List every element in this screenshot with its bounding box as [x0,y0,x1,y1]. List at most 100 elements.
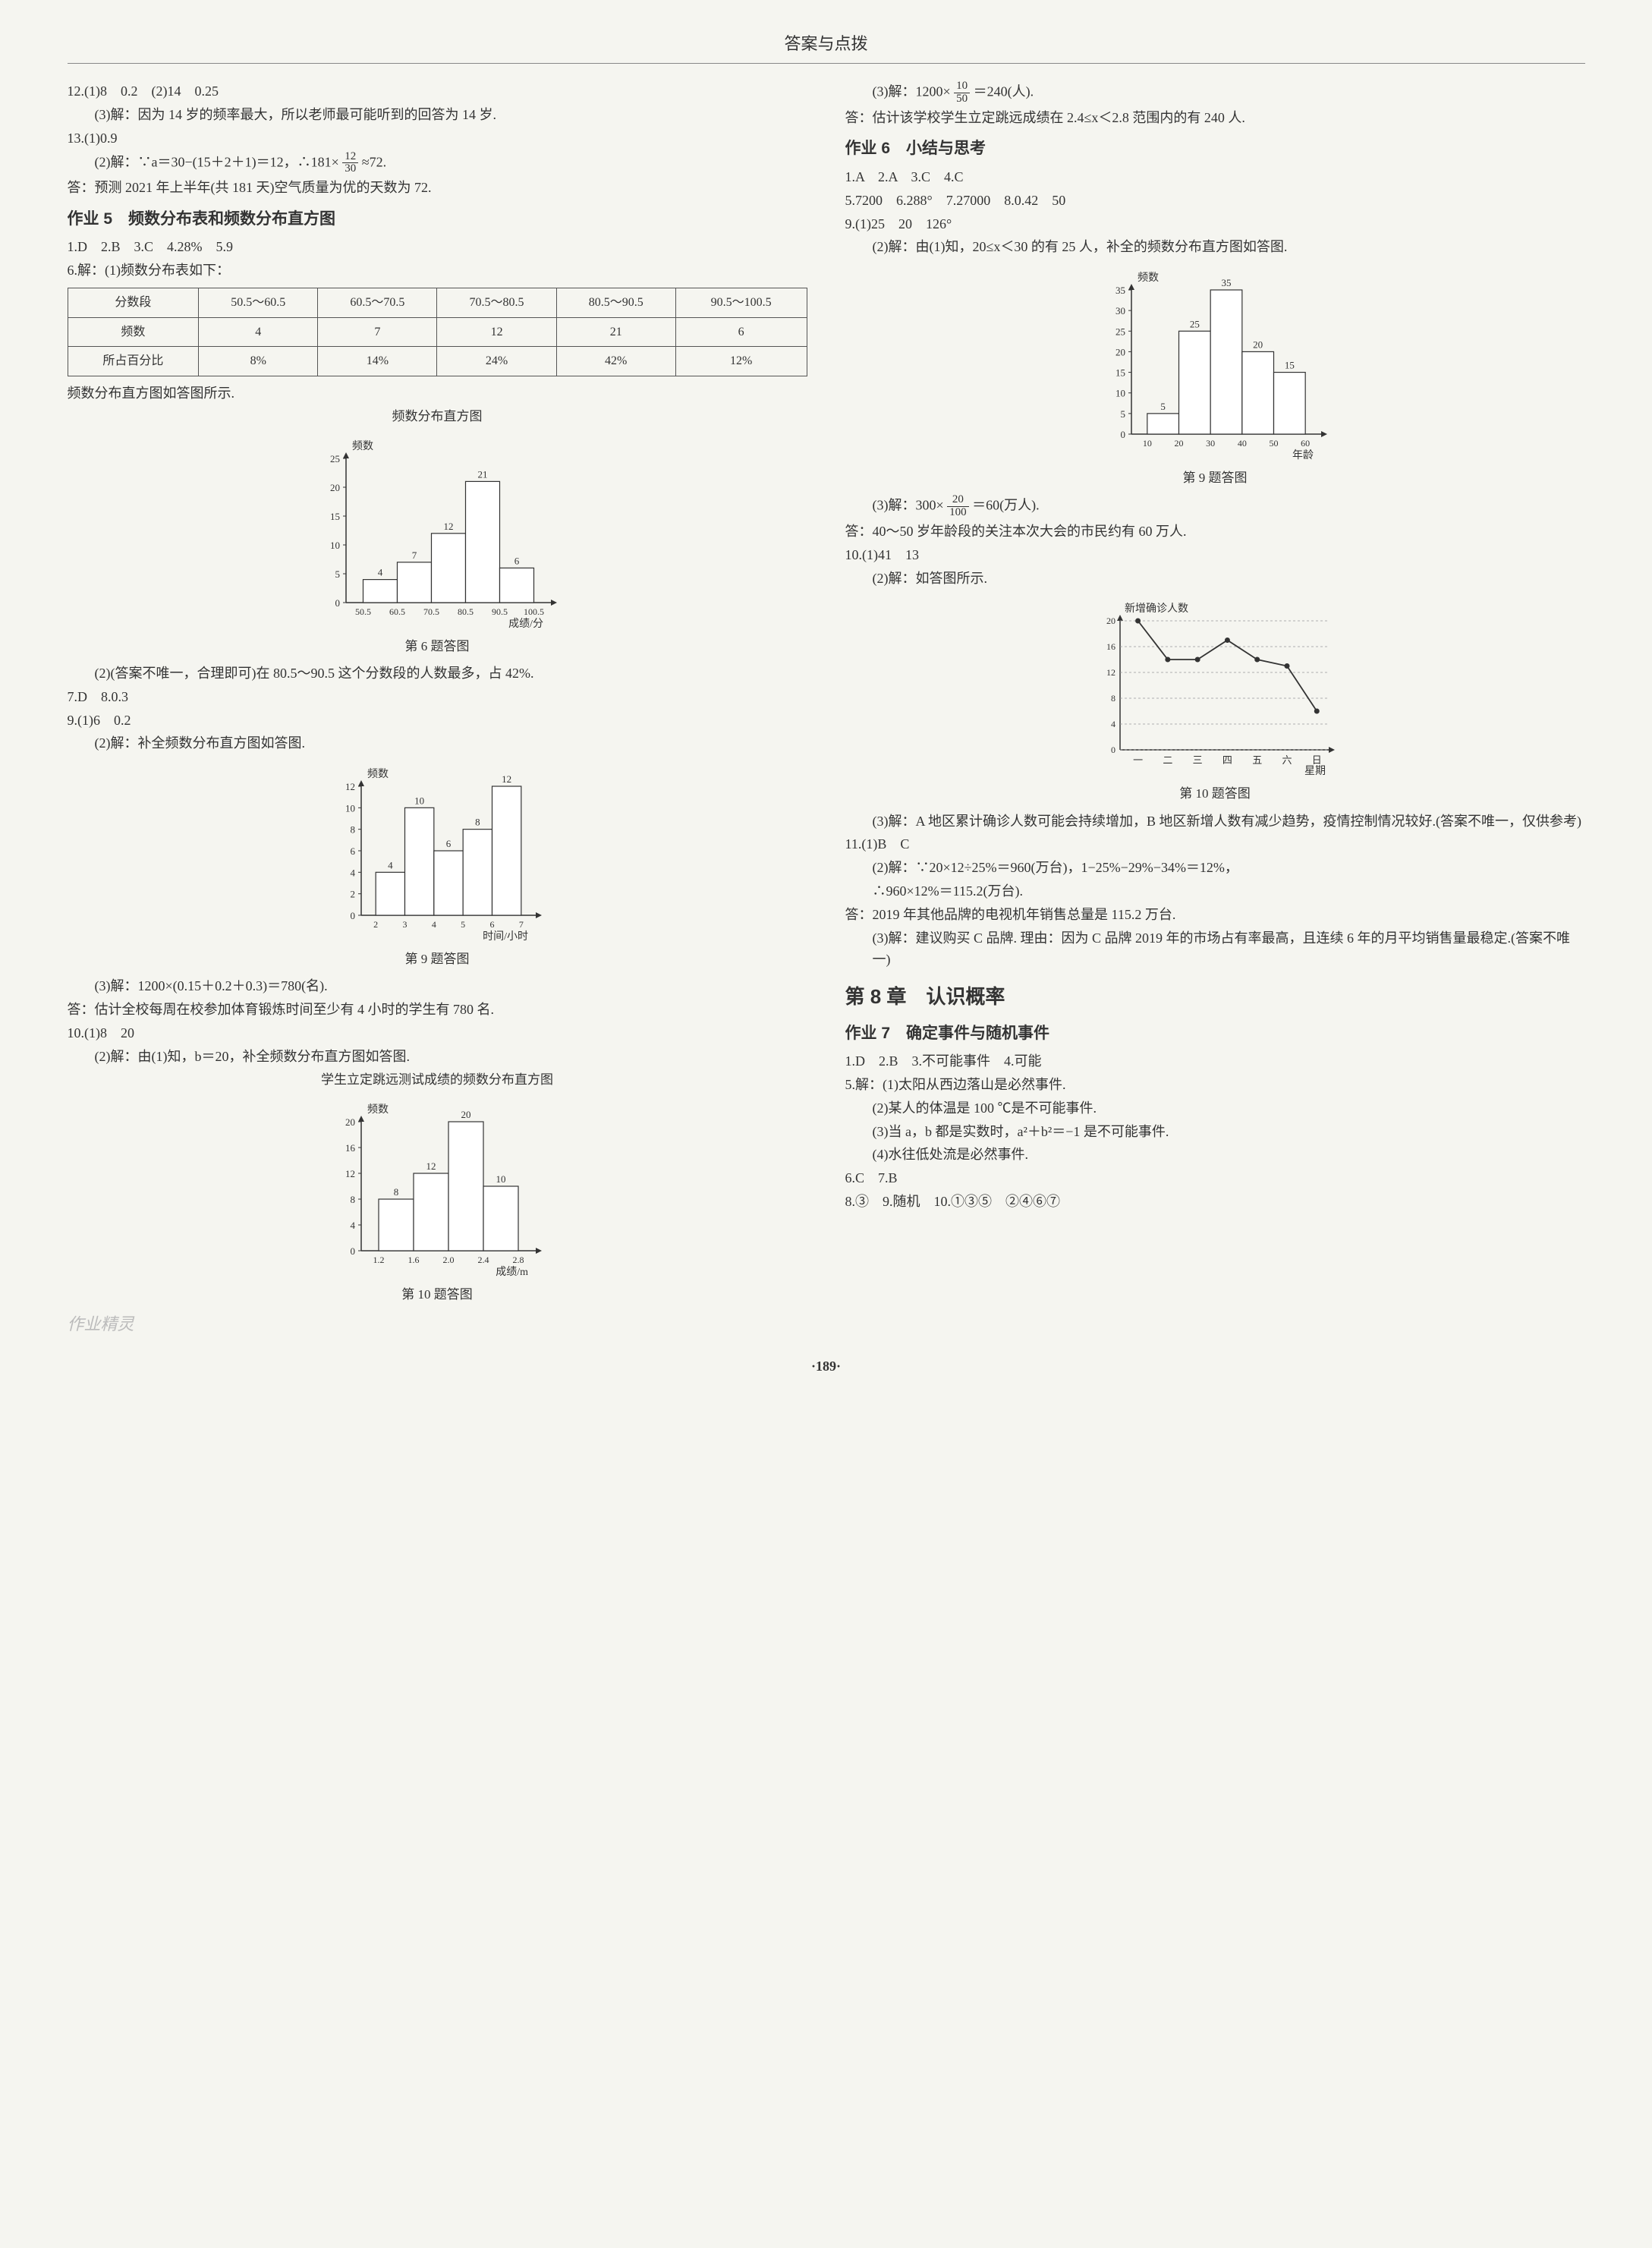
svg-text:60.5: 60.5 [389,606,405,617]
svg-text:35: 35 [1222,277,1232,288]
svg-text:2.0: 2.0 [443,1255,455,1265]
svg-text:25: 25 [1115,326,1125,338]
svg-text:二: 二 [1163,754,1172,766]
th-c4: 80.5～90.5 [556,288,675,318]
svg-text:15: 15 [1115,367,1125,379]
svg-text:4: 4 [432,919,436,930]
chart6-caption: 第 6 题答图 [68,636,807,656]
svg-text:8: 8 [351,1194,356,1205]
svg-text:5: 5 [1160,401,1166,412]
svg-text:20: 20 [345,1116,355,1128]
hw5-q9-a: 9.(1)6 0.2 [68,710,807,732]
svg-text:8: 8 [394,1186,399,1198]
r-q3-b: ＝240(人). [974,84,1034,99]
svg-text:8: 8 [351,824,356,836]
rh-pct: 所占百分比 [68,347,199,376]
chart10-svg: 048121620频数成绩/m81220101.21.62.02.42.8 [323,1099,551,1281]
chart9r-svg: 05101520253035频数年龄525352015102030405060 [1093,267,1336,464]
chart9-svg: 024681012频数时间/小时4106812234567 [323,764,551,946]
svg-text:星期: 星期 [1304,765,1326,777]
svg-text:4: 4 [378,566,383,578]
frequency-table: 分数段 50.5～60.5 60.5～70.5 70.5～80.5 80.5～9… [68,288,807,376]
chapter8-title: 第 8 章 认识概率 [845,981,1585,1013]
svg-text:成绩/分: 成绩/分 [508,618,543,630]
svg-text:4: 4 [351,1220,356,1231]
q13-2: (2)解：∵a＝30−(15＋2＋1)＝12，∴181× 1230 ≈72. [95,151,807,176]
hw5-q9-b: (2)解：补全频数分布直方图如答图. [95,732,807,754]
svg-text:五: 五 [1252,754,1262,766]
hw7-8-10: 8.③ 9.随机 10.①③⑤ ②④⑥⑦ [845,1191,1585,1213]
svg-text:频数: 频数 [1138,272,1159,284]
chart9-caption: 第 9 题答图 [68,949,807,969]
svg-text:2.8: 2.8 [513,1255,524,1265]
svg-text:1.2: 1.2 [373,1255,385,1265]
hw6-9c: (3)解：300× 20100 ＝60(万人). [873,494,1585,519]
hw6-10c: (3)解：A 地区累计确诊人数可能会持续增加，B 地区新增人数有减少趋势，疫情控… [873,811,1585,833]
svg-text:70.5: 70.5 [423,606,439,617]
cell: 12 [437,317,556,347]
svg-text:0: 0 [351,1245,356,1257]
svg-text:10: 10 [345,803,355,814]
svg-text:8: 8 [1111,693,1115,704]
svg-text:一: 一 [1133,754,1143,766]
svg-text:15: 15 [330,511,340,522]
svg-text:0: 0 [1121,429,1126,440]
two-column-layout: 12.(1)8 0.2 (2)14 0.25 (3)解：因为 14 岁的频率最大… [68,79,1585,1337]
q13-ans: 答：预测 2021 年上半年(共 181 天)空气质量为优的天数为 72. [68,177,807,199]
hw7-title: 作业 7 确定事件与随机事件 [845,1021,1585,1047]
svg-text:20: 20 [1175,438,1184,449]
chart6-container: 0510152025频数成绩/分471221650.560.570.580.59… [68,436,807,633]
svg-text:12: 12 [426,1160,436,1172]
th-c1: 50.5～60.5 [199,288,318,318]
chart10-title: 学生立定跳远测试成绩的频数分布直方图 [68,1069,807,1090]
hw6-11c: ∴960×12%＝115.2(万台). [873,880,1585,902]
svg-text:20: 20 [1253,339,1263,351]
svg-text:12: 12 [444,521,454,532]
chart10-container: 048121620频数成绩/m81220101.21.62.02.42.8 [68,1099,807,1281]
hw5-q10-b: (2)解：由(1)知，b＝20，补全频数分布直方图如答图. [95,1046,807,1068]
th-range: 分数段 [68,288,199,318]
q13-1: 13.(1)0.9 [68,128,807,150]
cell: 21 [556,317,675,347]
svg-text:40: 40 [1238,438,1247,449]
svg-text:5: 5 [1121,408,1126,420]
svg-text:10: 10 [414,795,424,807]
r-q3: (3)解：1200× 1050 ＝240(人). [873,80,1585,105]
rh-freq: 频数 [68,317,199,347]
table-row-pct: 所占百分比 8% 14% 24% 42% 12% [68,347,807,376]
svg-text:三: 三 [1193,754,1203,766]
left-column: 12.(1)8 0.2 (2)14 0.25 (3)解：因为 14 岁的频率最大… [68,79,807,1337]
hw5-q10-a: 10.(1)8 20 [68,1022,807,1044]
svg-text:6: 6 [446,838,452,849]
chart9r-caption: 第 9 题答图 [845,468,1585,488]
hw6-9a: 9.(1)25 20 126° [845,213,1585,235]
svg-text:90.5: 90.5 [492,606,508,617]
svg-text:21: 21 [478,468,488,480]
q13-2-b: ≈72. [362,154,386,169]
svg-text:6: 6 [514,555,520,566]
svg-text:3: 3 [403,919,407,930]
svg-text:10: 10 [1115,388,1125,399]
chart10r-caption: 第 10 题答图 [845,783,1585,804]
svg-text:5: 5 [335,568,341,580]
q12-3: (3)解：因为 14 岁的频率最大，所以老师最可能听到的回答为 14 岁. [95,104,807,126]
hw7-6-7: 6.C 7.B [845,1167,1585,1189]
hw6-9c-a: (3)解：300× [873,498,944,513]
svg-text:2.4: 2.4 [478,1255,489,1265]
hw6-1-4: 1.A 2.A 3.C 4.C [845,166,1585,188]
cell: 12% [675,347,807,376]
svg-text:0: 0 [351,910,356,921]
th-c3: 70.5～80.5 [437,288,556,318]
hw5-q7-8: 7.D 8.0.3 [68,686,807,708]
svg-text:12: 12 [1106,667,1115,678]
svg-text:4: 4 [1111,719,1115,729]
hw6-10b: (2)解：如答图所示. [873,568,1585,590]
hw5-title: 作业 5 频数分布表和频数分布直方图 [68,206,807,232]
svg-text:20: 20 [461,1109,471,1120]
svg-text:30: 30 [1206,438,1215,449]
svg-text:7: 7 [519,919,524,930]
svg-text:60: 60 [1301,438,1310,449]
fraction-20-100: 20100 [947,494,969,519]
svg-text:4: 4 [388,860,393,871]
q12-1: 12.(1)8 0.2 (2)14 0.25 [68,80,807,102]
